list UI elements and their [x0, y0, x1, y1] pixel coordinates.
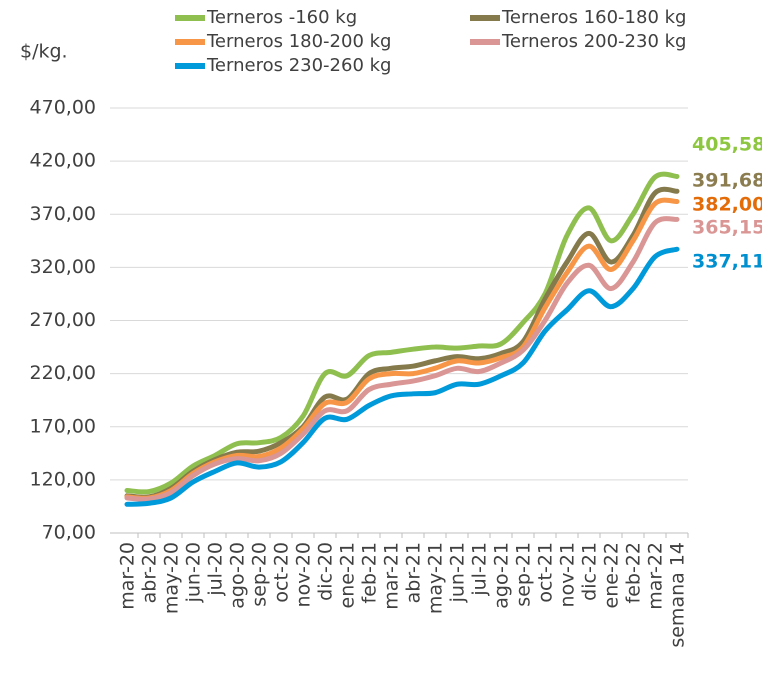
x-tick-label: sep-21: [513, 542, 535, 607]
x-tick-label: mar-22: [645, 542, 667, 610]
y-tick-label: 420,00: [30, 150, 96, 172]
x-tick-label: abr-21: [403, 542, 425, 603]
x-tick-label: oct-21: [535, 542, 557, 603]
x-tick-label: ene-21: [337, 542, 359, 608]
series-line: [124, 246, 680, 507]
series-line: [124, 216, 680, 502]
x-tick-label: abr-20: [139, 542, 161, 603]
y-axis-label: $/kg.: [20, 41, 68, 63]
x-tick-label: feb-22: [623, 542, 645, 603]
legend-label: Terneros 230-260 kg: [206, 55, 391, 76]
legend-label: Terneros 200-230 kg: [501, 31, 686, 52]
end-label: 405,58: [692, 134, 762, 156]
series-line: [124, 186, 680, 500]
end-label: 337,11: [692, 251, 762, 273]
x-tick-label: sep-20: [249, 542, 271, 607]
x-tick-label: oct-20: [271, 542, 293, 603]
x-tick-label: semana 14: [667, 542, 689, 648]
y-tick-label: 70,00: [42, 522, 96, 544]
x-tick-label: ago-21: [491, 542, 513, 609]
y-tick-label: 320,00: [30, 256, 96, 278]
end-label: 391,68: [692, 170, 762, 192]
x-tick-label: mar-20: [117, 542, 139, 610]
legend-label: Terneros -160 kg: [206, 7, 357, 28]
y-tick-label: 270,00: [30, 309, 96, 331]
x-tick-label: nov-21: [557, 542, 579, 607]
x-tick-label: jul-21: [469, 542, 491, 597]
series-line: [124, 171, 680, 495]
legend-label: Terneros 160-180 kg: [501, 7, 686, 28]
x-tick-label: jun-20: [183, 542, 205, 603]
y-tick-label: 370,00: [30, 203, 96, 225]
x-tick-label: jul-20: [205, 542, 227, 597]
end-label: 382,00: [692, 194, 762, 216]
x-tick-label: may-21: [425, 542, 447, 614]
legend-label: Terneros 180-200 kg: [206, 31, 391, 52]
end-label: 365,15: [692, 217, 762, 239]
x-tick-label: dic-21: [579, 542, 601, 601]
y-tick-label: 220,00: [30, 362, 96, 384]
x-tick-label: dic-20: [315, 542, 337, 601]
x-tick-label: ene-22: [601, 542, 623, 608]
x-tick-label: nov-20: [293, 542, 315, 607]
x-tick-label: feb-21: [359, 542, 381, 603]
x-tick-label: ago-20: [227, 542, 249, 609]
y-tick-label: 470,00: [30, 97, 96, 119]
y-tick-label: 170,00: [30, 415, 96, 437]
x-tick-label: jun-21: [447, 542, 469, 603]
x-tick-label: mar-21: [381, 542, 403, 610]
x-tick-label: may-20: [161, 542, 183, 614]
y-tick-label: 120,00: [30, 468, 96, 490]
